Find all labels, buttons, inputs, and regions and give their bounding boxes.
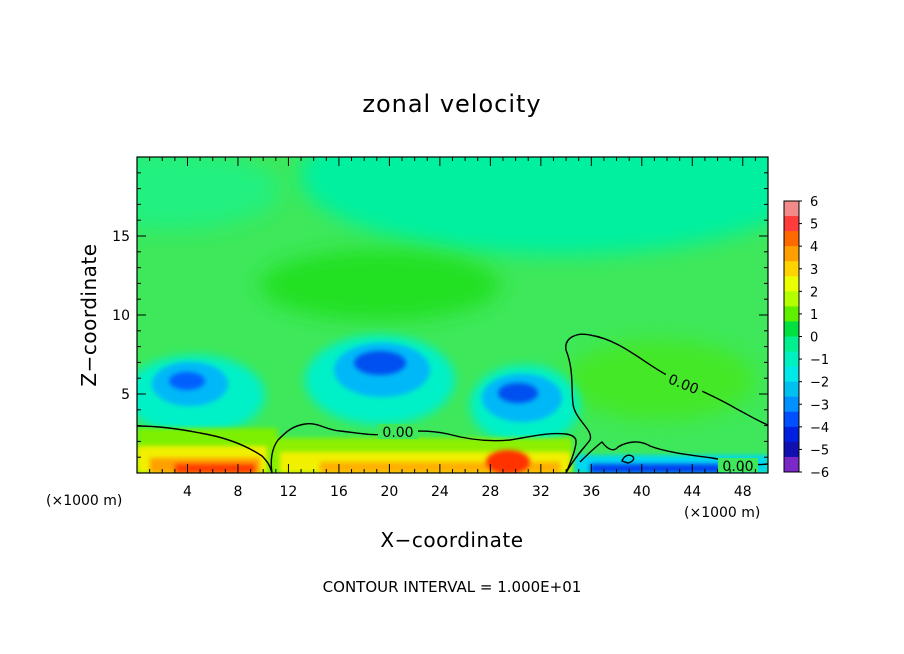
- colorbar-segment: [784, 291, 799, 307]
- colorbar-tick-label: −2: [810, 376, 829, 391]
- y-axis-ticks: 5 10 15: [112, 172, 768, 458]
- colorbar-tick-label: 1: [810, 308, 818, 323]
- core-1-inner: [169, 372, 205, 390]
- warm-layer-left-red: [175, 464, 255, 473]
- colorbar-segment: [784, 456, 799, 473]
- colorbar-segment: [784, 426, 799, 443]
- colorbar-segment: [784, 276, 799, 292]
- y-axis-label: Z−coordinate: [77, 243, 101, 386]
- contour-label-2-bg: [662, 369, 706, 398]
- colorbar-segment: [784, 366, 799, 383]
- contour-interval-note: CONTOUR INTERVAL = 1.000E+01: [323, 578, 582, 596]
- colorbar-tick-label: 0: [810, 331, 818, 346]
- colorbar-tick-label: −1: [810, 353, 829, 368]
- contour-label-1: 0.00: [382, 425, 413, 441]
- colorbar-segment: [784, 261, 799, 277]
- colorbar-tick-label: −6: [810, 466, 829, 481]
- x-tick-label: 48: [734, 484, 752, 500]
- colorbar-tick-label: −5: [810, 443, 829, 458]
- colorbar: 6 5 4 3 2 1 0 −1 −2 −3 −4 −5 −6: [783, 195, 829, 481]
- zero-contour-bottom-right: [579, 441, 768, 466]
- x-unit-label-left: (×1000 m): [46, 493, 122, 509]
- field-upper-cyan: [300, 157, 768, 255]
- y-tick-label: 15: [112, 229, 130, 245]
- colorbar-segment: [784, 351, 799, 368]
- colorbar-tick-label: 6: [810, 195, 818, 210]
- x-axis-label: X−coordinate: [380, 528, 523, 552]
- y-tick-label: 10: [112, 308, 130, 324]
- contour-label-1-bg: [378, 424, 418, 439]
- x-tick-label: 4: [183, 484, 192, 500]
- zero-contour-middle: [270, 422, 577, 473]
- chart-title: zonal velocity: [362, 90, 541, 118]
- colorbar-tick-label: −4: [810, 421, 829, 436]
- colorbar-tick-label: 4: [810, 240, 818, 255]
- colorbar-segment: [784, 216, 799, 232]
- colorbar-segment: [784, 201, 799, 217]
- zero-contour-small-loop: [621, 454, 635, 464]
- x-unit-label-right: (×1000 m): [684, 505, 760, 521]
- x-tick-label: 28: [481, 484, 499, 500]
- colorbar-segment: [784, 441, 799, 458]
- x-tick-label: 32: [532, 484, 550, 500]
- zero-contours: [137, 333, 768, 473]
- colorbar-segment: [784, 381, 799, 398]
- x-tick-label: 24: [431, 484, 449, 500]
- x-axis-ticks: 4 8 12 16 20 24 28 32 36 40 44 48: [149, 157, 756, 500]
- colorbar-tick-label: −3: [810, 398, 829, 413]
- x-tick-label: 20: [380, 484, 398, 500]
- cold-layer-right-blue: [590, 464, 720, 473]
- x-tick-label: 36: [582, 484, 600, 500]
- colorbar-segment: [784, 336, 799, 352]
- zero-contour-right: [565, 333, 768, 473]
- colorbar-segment: [784, 411, 799, 428]
- velocity-field: [137, 157, 768, 473]
- x-tick-label: 44: [683, 484, 701, 500]
- colorbar-segment: [784, 231, 799, 247]
- colorbar-tick-label: 2: [810, 285, 818, 300]
- y-tick-label: 5: [121, 387, 130, 403]
- x-tick-label: 8: [233, 484, 242, 500]
- field-upper-left-teal: [137, 157, 280, 230]
- x-tick-label: 12: [280, 484, 298, 500]
- colorbar-segment: [784, 246, 799, 262]
- contour-label-3-bg: [718, 458, 758, 472]
- core-2-inner: [354, 351, 406, 375]
- core-3-inner: [498, 383, 538, 403]
- colorbar-tick-label: 3: [810, 263, 818, 278]
- colorbar-segment: [784, 321, 799, 337]
- x-tick-label: 16: [330, 484, 348, 500]
- colorbar-tick-label: 5: [810, 218, 818, 233]
- colorbar-segment: [784, 306, 799, 322]
- warm-layer-red-spot: [486, 450, 530, 473]
- field-mid-green: [260, 250, 500, 320]
- colorbar-segment: [784, 396, 799, 413]
- zero-contour-left: [137, 425, 273, 473]
- x-tick-label: 40: [633, 484, 651, 500]
- field-right-green: [565, 340, 755, 420]
